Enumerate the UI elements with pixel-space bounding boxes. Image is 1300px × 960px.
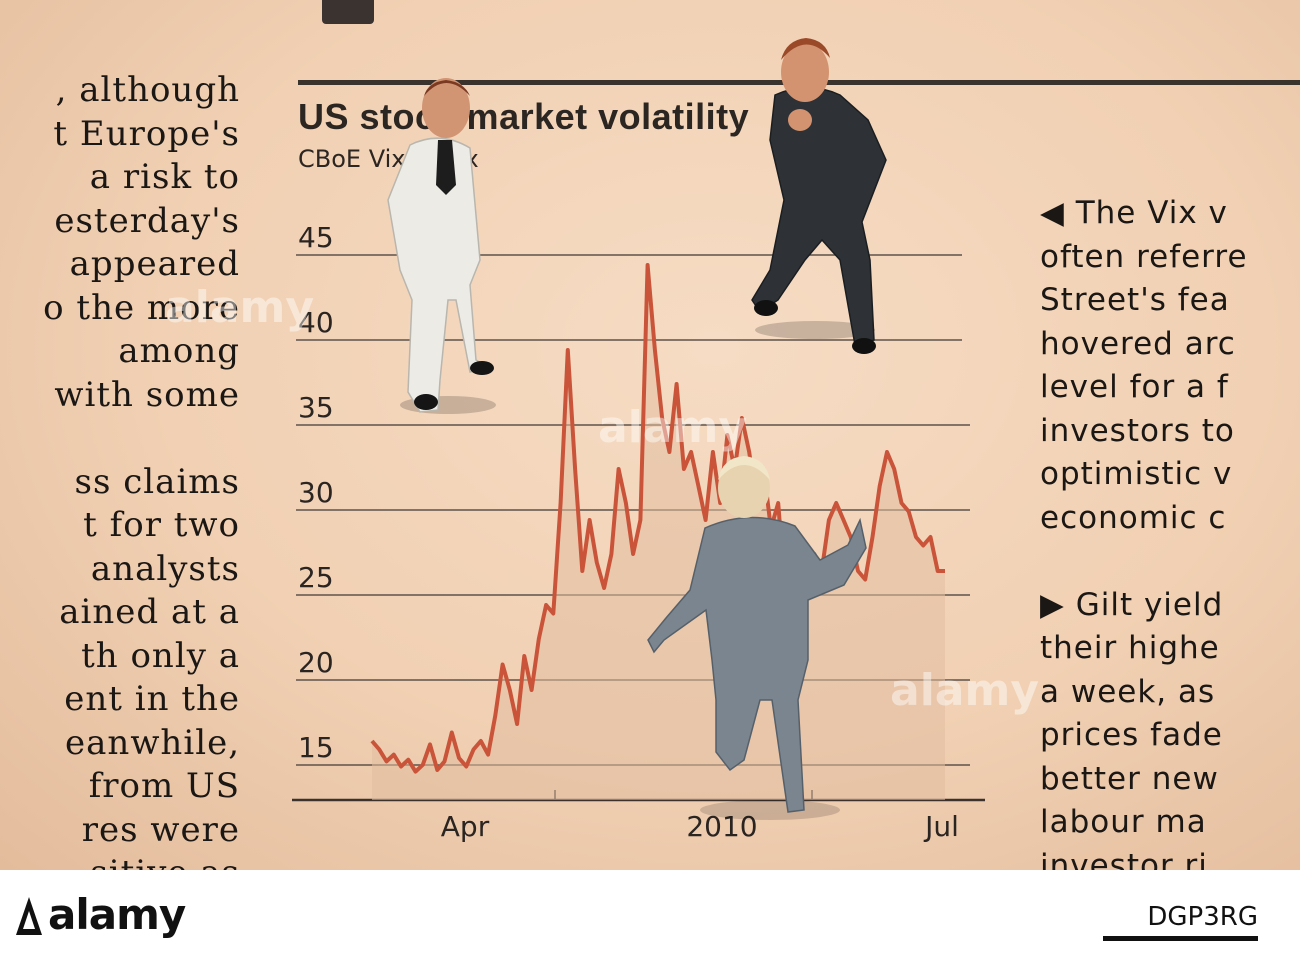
series-line bbox=[370, 263, 945, 774]
article-line: optimistic v bbox=[1040, 456, 1233, 492]
figurine-grey-suit bbox=[647, 456, 867, 820]
article-line: , although bbox=[55, 70, 240, 110]
alamy-logo-icon bbox=[16, 897, 42, 935]
y-tick-label: 15 bbox=[298, 731, 334, 764]
article-line: eanwhile, bbox=[65, 722, 240, 763]
figurines bbox=[387, 38, 887, 820]
article-line: with some bbox=[54, 374, 240, 415]
article-line: t for two bbox=[83, 505, 240, 545]
x-tick-label: Apr bbox=[441, 810, 490, 843]
y-tick-label: 25 bbox=[298, 561, 334, 594]
y-tick-label: 35 bbox=[298, 391, 334, 424]
brand-name: alamy bbox=[48, 890, 186, 939]
y-tick-label: 20 bbox=[298, 646, 334, 679]
article-line: prices fade bbox=[1040, 717, 1223, 753]
article-line: better new bbox=[1040, 760, 1219, 797]
article-line: from US bbox=[88, 766, 240, 806]
headline-fragment bbox=[322, 0, 374, 24]
newspaper-photo: , although t Europe's a risk to esterday's a… bbox=[0, 0, 1300, 870]
article-line: often referre bbox=[1040, 238, 1248, 275]
article-line: labour ma bbox=[1040, 804, 1207, 840]
y-tick-label: 30 bbox=[298, 476, 334, 509]
article-line: res were bbox=[81, 809, 240, 850]
article-line: economic c bbox=[1040, 499, 1227, 536]
article-line: their highe bbox=[1040, 630, 1220, 666]
footer-bar: alamy DGP3RG bbox=[0, 870, 1300, 960]
article-line: Street's fea bbox=[1040, 282, 1230, 318]
x-tick-label: 2010 bbox=[686, 810, 757, 843]
article-line: a week, as bbox=[1040, 673, 1216, 710]
image-id: DGP3RG bbox=[1147, 902, 1258, 932]
article-line: o the more bbox=[43, 287, 240, 328]
article-line: t Europe's bbox=[53, 113, 240, 154]
article-line: appeared bbox=[69, 244, 240, 284]
article-line: sitive as bbox=[90, 853, 240, 870]
article-line: among bbox=[118, 331, 240, 371]
article-line: esterday's bbox=[54, 200, 240, 241]
article-line: investor ri bbox=[1040, 847, 1208, 871]
article-line: investors to bbox=[1040, 412, 1235, 449]
article-line: th only a bbox=[81, 635, 240, 676]
figurine-dark-suit bbox=[751, 38, 887, 354]
article-line: ained at a bbox=[59, 592, 240, 632]
footer-underline bbox=[1103, 936, 1258, 941]
article-line: level for a f bbox=[1040, 369, 1229, 405]
y-tick-label: 40 bbox=[298, 306, 334, 339]
article-line: ◀ The Vix v bbox=[1040, 195, 1228, 231]
article-line: analysts bbox=[90, 548, 240, 589]
y-tick-label: 45 bbox=[298, 221, 334, 254]
article-line: hovered arc bbox=[1040, 325, 1236, 362]
article-line: a risk to bbox=[89, 157, 240, 197]
figurine-white-suit bbox=[387, 78, 496, 414]
x-tick-label: Jul bbox=[923, 810, 959, 843]
chart-headline: US stock market volatility bbox=[298, 96, 750, 137]
article-line: ent in the bbox=[64, 679, 240, 719]
article-line: ▶ Gilt yield bbox=[1040, 586, 1224, 623]
article-line: ss claims bbox=[74, 461, 240, 502]
